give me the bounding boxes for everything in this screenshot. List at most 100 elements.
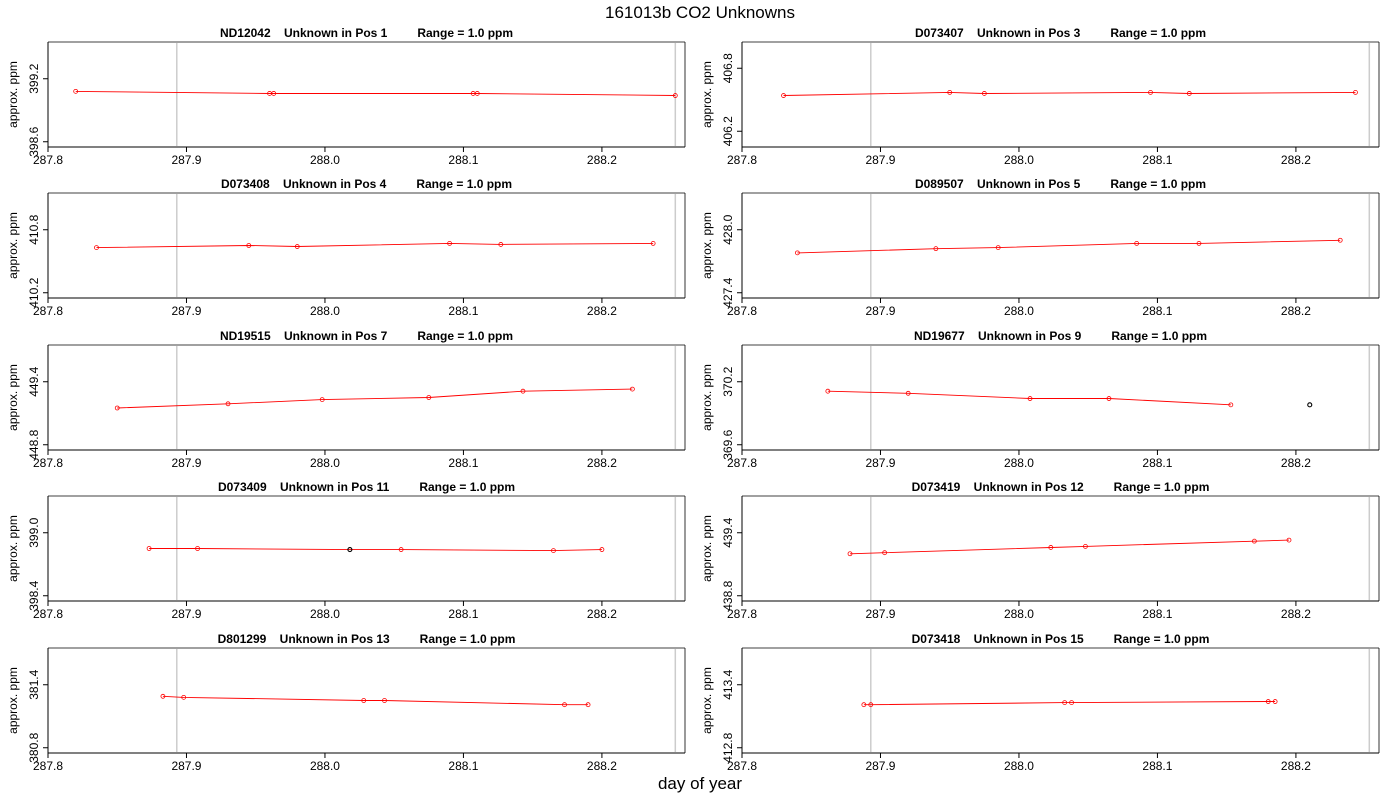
data-point bbox=[551, 548, 556, 553]
x-tick-label: 288.0 bbox=[310, 607, 340, 621]
y-axis-title: approx. ppm bbox=[700, 61, 714, 128]
x-tick-label: 287.8 bbox=[33, 607, 63, 621]
data-point bbox=[585, 702, 591, 708]
data-point bbox=[933, 246, 939, 252]
data-point bbox=[562, 702, 567, 708]
y-tick-label: 406.2 bbox=[721, 116, 735, 146]
panel-title: D089507 Unknown in Pos 5 Range = 1.0 ppm bbox=[915, 177, 1206, 191]
data-point bbox=[195, 546, 200, 551]
x-tick-label: 288.0 bbox=[1004, 456, 1034, 470]
x-tick-label: 287.9 bbox=[171, 759, 201, 773]
panel-title: D073409 Unknown in Pos 11 Range = 1.0 pp… bbox=[218, 480, 515, 494]
x-axis-title: day of year bbox=[657, 774, 743, 793]
data-point-highlight bbox=[347, 546, 353, 553]
chart-panel: D073407 Unknown in Pos 3 Range = 1.0 ppm… bbox=[700, 26, 1380, 167]
panel-title: D073418 Unknown in Pos 15 Range = 1.0 pp… bbox=[912, 632, 1210, 646]
data-point bbox=[947, 90, 953, 95]
x-tick-label: 288.0 bbox=[1004, 607, 1034, 621]
y-tick-label: 448.8 bbox=[27, 429, 41, 459]
x-tick-label: 287.8 bbox=[727, 304, 757, 318]
x-tick-label: 288.0 bbox=[1004, 304, 1034, 318]
y-tick-label: 380.8 bbox=[27, 732, 41, 762]
y-tick-label: 438.8 bbox=[721, 580, 735, 610]
chart-panel: ND19677 Unknown in Pos 9 Range = 1.0 ppm… bbox=[700, 329, 1380, 470]
x-tick-label: 287.9 bbox=[865, 759, 895, 773]
y-axis-title: approx. ppm bbox=[700, 515, 714, 582]
chart-panel: D073419 Unknown in Pos 12 Range = 1.0 pp… bbox=[700, 480, 1380, 621]
data-point bbox=[1083, 544, 1088, 549]
y-axis-title: approx. ppm bbox=[700, 364, 714, 431]
x-tick-label: 288.1 bbox=[1142, 153, 1172, 167]
x-tick-label: 288.1 bbox=[448, 304, 478, 318]
data-point-highlight bbox=[1307, 402, 1313, 408]
x-tick-label: 288.2 bbox=[1281, 153, 1311, 167]
series-line bbox=[96, 242, 654, 249]
data-point bbox=[271, 91, 277, 96]
x-tick-label: 288.0 bbox=[310, 304, 340, 318]
chart-panel: D089507 Unknown in Pos 5 Range = 1.0 ppm… bbox=[700, 177, 1380, 318]
data-point bbox=[1027, 396, 1033, 401]
data-point bbox=[146, 546, 152, 551]
series-line bbox=[783, 91, 1356, 96]
chart-panel: D073418 Unknown in Pos 15 Range = 1.0 pp… bbox=[700, 632, 1380, 773]
y-tick-label: 410.8 bbox=[27, 214, 41, 244]
x-tick-label: 288.0 bbox=[1004, 153, 1034, 167]
y-axis-title: approx. ppm bbox=[700, 212, 714, 279]
x-tick-label: 288.0 bbox=[1004, 759, 1034, 773]
x-tick-label: 288.1 bbox=[448, 607, 478, 621]
data-point bbox=[650, 240, 656, 246]
data-point bbox=[160, 693, 166, 699]
chart-panel: D073409 Unknown in Pos 11 Range = 1.0 pp… bbox=[6, 480, 686, 621]
x-tick-label: 287.9 bbox=[865, 456, 895, 470]
data-point bbox=[1062, 700, 1068, 705]
x-tick-label: 288.0 bbox=[310, 456, 340, 470]
data-point bbox=[1337, 237, 1343, 243]
data-point bbox=[94, 245, 99, 251]
y-tick-label: 413.4 bbox=[721, 669, 735, 699]
data-point bbox=[629, 386, 635, 392]
x-tick-label: 288.0 bbox=[310, 759, 340, 773]
data-point bbox=[672, 93, 678, 98]
data-point bbox=[1148, 90, 1153, 95]
data-point bbox=[1353, 90, 1358, 95]
x-tick-label: 287.8 bbox=[33, 153, 63, 167]
series-line bbox=[849, 539, 1290, 555]
data-point bbox=[825, 388, 831, 394]
y-axis-title: approx. ppm bbox=[6, 212, 20, 279]
x-tick-label: 287.8 bbox=[727, 153, 757, 167]
data-point bbox=[847, 551, 853, 557]
data-point bbox=[1196, 240, 1202, 246]
y-tick-label: 428.0 bbox=[721, 214, 735, 244]
x-tick-label: 287.8 bbox=[33, 759, 63, 773]
data-point bbox=[498, 242, 504, 247]
x-tick-label: 287.8 bbox=[33, 304, 63, 318]
series-line bbox=[117, 388, 633, 409]
y-tick-label: 381.4 bbox=[27, 669, 41, 699]
y-axis-title: approx. ppm bbox=[700, 667, 714, 734]
chart-panel: D073408 Unknown in Pos 4 Range = 1.0 ppm… bbox=[6, 177, 686, 318]
data-point bbox=[294, 244, 300, 249]
x-tick-label: 287.9 bbox=[171, 456, 201, 470]
y-tick-label: 449.4 bbox=[27, 366, 41, 396]
x-tick-label: 287.9 bbox=[171, 153, 201, 167]
chart-panel: ND19515 Unknown in Pos 7 Range = 1.0 ppm… bbox=[6, 329, 686, 470]
data-point bbox=[426, 395, 432, 400]
data-point bbox=[382, 698, 387, 703]
data-point bbox=[1069, 700, 1074, 705]
x-tick-label: 287.9 bbox=[171, 607, 201, 621]
x-tick-label: 287.8 bbox=[727, 759, 757, 773]
data-point bbox=[781, 93, 786, 98]
x-tick-label: 288.1 bbox=[1142, 304, 1172, 318]
panel-title: ND12042 Unknown in Pos 1 Range = 1.0 ppm bbox=[220, 26, 513, 40]
x-tick-label: 288.2 bbox=[1281, 759, 1311, 773]
x-tick-label: 287.9 bbox=[171, 304, 201, 318]
series-line bbox=[75, 90, 676, 96]
y-axis-title: approx. ppm bbox=[6, 515, 20, 582]
data-point bbox=[1186, 91, 1192, 96]
x-tick-label: 287.9 bbox=[865, 304, 895, 318]
x-tick-label: 287.8 bbox=[727, 607, 757, 621]
x-tick-label: 288.1 bbox=[1142, 607, 1172, 621]
panel-title: ND19515 Unknown in Pos 7 Range = 1.0 ppm bbox=[220, 329, 513, 343]
